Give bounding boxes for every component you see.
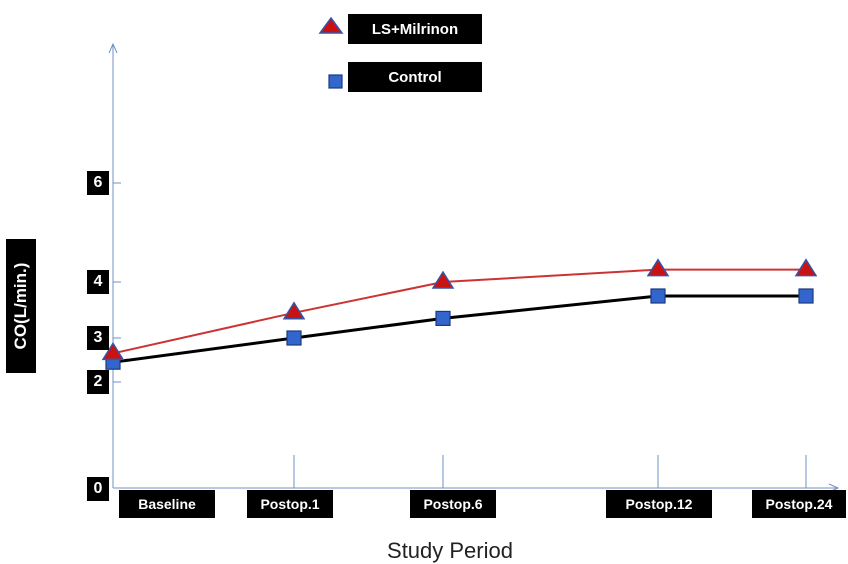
series-line-ls-milrinon	[112, 268, 806, 355]
data-point-control	[798, 288, 814, 304]
data-point-ls-milrinon	[794, 258, 818, 277]
data-point-control	[286, 330, 302, 346]
data-point-control	[650, 288, 666, 304]
x-tick-label-postop12: Postop.12	[606, 490, 712, 518]
y-tick-label: 6	[87, 171, 109, 195]
legend-label-control: Control	[348, 62, 482, 92]
y-tick-label: 4	[87, 270, 109, 294]
x-tick-label-postop24: Postop.24	[752, 490, 846, 518]
y-tick-label: 2	[87, 370, 109, 394]
x-tick-label-postop1: Postop.1	[247, 490, 333, 518]
axes	[108, 42, 840, 493]
y-tick-label: 3	[87, 326, 109, 350]
legend-marker-square	[328, 74, 343, 89]
data-point-ls-milrinon	[101, 341, 125, 361]
x-axis-label: Study Period	[387, 538, 513, 563]
legend-marker-triangle	[318, 16, 344, 34]
series-layer	[101, 258, 818, 370]
legend-label-ls-milrinon: LS+Milrinon	[348, 14, 482, 44]
y-tick-label: 0	[87, 477, 109, 501]
data-point-control	[435, 310, 451, 326]
data-point-ls-milrinon	[431, 270, 455, 289]
x-tick-label-postop6: Postop.6	[410, 490, 496, 518]
data-point-ls-milrinon	[282, 301, 306, 320]
x-tick-label-baseline: Baseline	[119, 490, 215, 518]
data-point-ls-milrinon	[646, 258, 670, 277]
y-axis-arrow	[108, 42, 118, 54]
y-axis-label: CO(L/min.)	[6, 239, 36, 373]
